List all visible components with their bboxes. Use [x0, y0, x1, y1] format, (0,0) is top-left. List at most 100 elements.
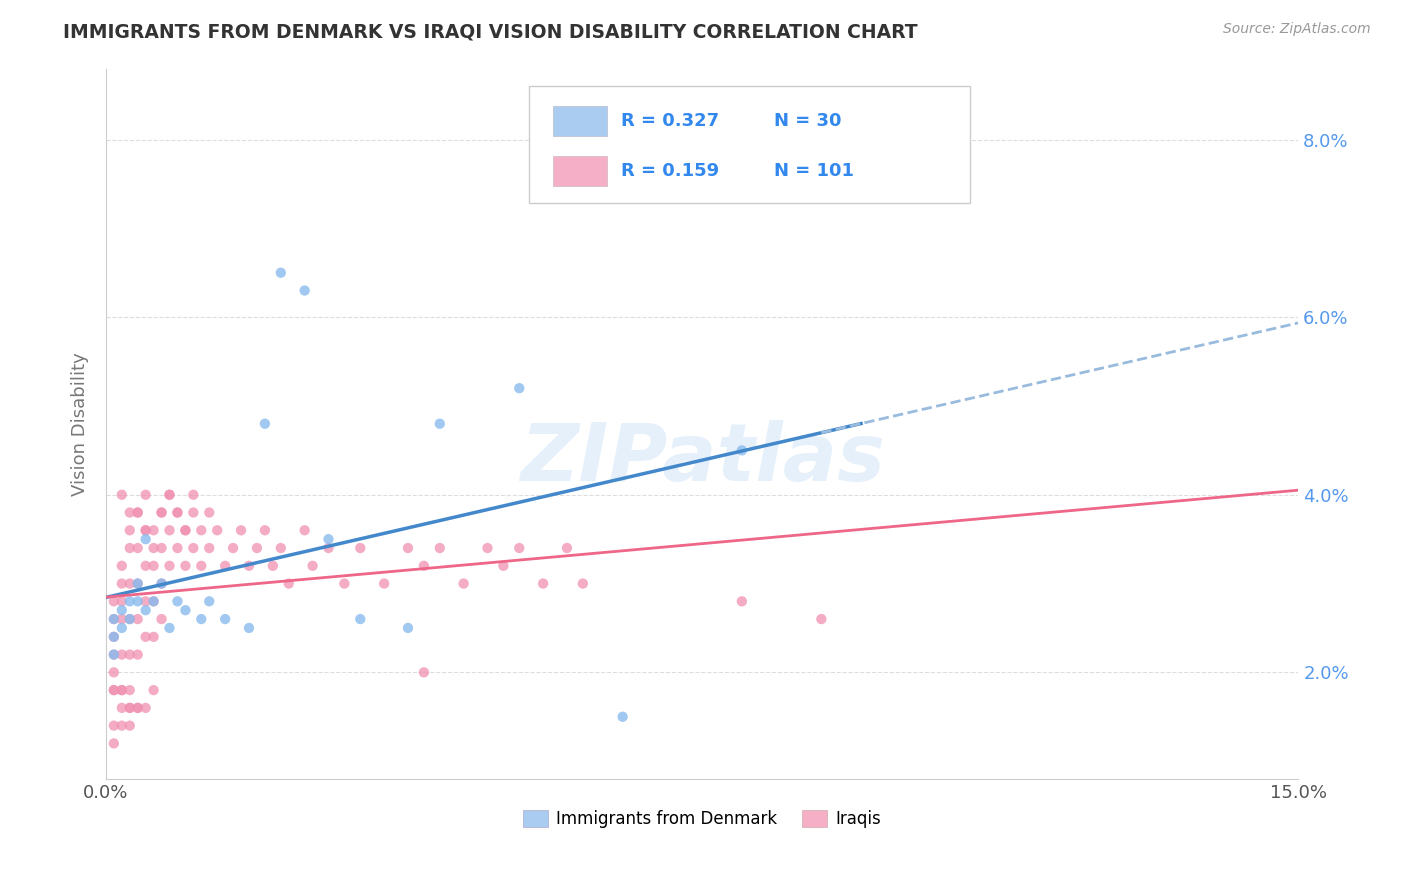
Point — [810, 612, 832, 626]
Legend: Immigrants from Denmark, Iraqis: Immigrants from Denmark, Iraqis — [516, 803, 889, 835]
Point — [111, 621, 134, 635]
Point — [183, 541, 205, 555]
Point — [190, 612, 212, 626]
Point — [118, 648, 141, 662]
FancyBboxPatch shape — [529, 87, 970, 203]
Point — [111, 603, 134, 617]
Point — [214, 612, 236, 626]
Point — [135, 523, 157, 537]
Point — [135, 701, 157, 715]
Point — [508, 381, 530, 395]
Point — [349, 612, 371, 626]
Point — [111, 594, 134, 608]
Point — [118, 612, 141, 626]
Point — [174, 523, 197, 537]
Point — [253, 417, 276, 431]
Point — [103, 612, 125, 626]
Point — [103, 648, 125, 662]
Text: R = 0.159: R = 0.159 — [621, 161, 718, 180]
Point — [190, 558, 212, 573]
Point — [150, 506, 173, 520]
Point — [142, 594, 165, 608]
Point — [103, 612, 125, 626]
Point — [118, 594, 141, 608]
Point — [142, 558, 165, 573]
Point — [127, 594, 149, 608]
Point — [127, 576, 149, 591]
Point — [150, 612, 173, 626]
FancyBboxPatch shape — [553, 106, 607, 136]
Point — [118, 718, 141, 732]
Point — [396, 541, 419, 555]
Point — [183, 488, 205, 502]
Point — [135, 532, 157, 546]
Point — [103, 665, 125, 680]
Point — [103, 648, 125, 662]
Point — [222, 541, 245, 555]
Point — [731, 443, 754, 458]
Point — [135, 488, 157, 502]
Text: IMMIGRANTS FROM DENMARK VS IRAQI VISION DISABILITY CORRELATION CHART: IMMIGRANTS FROM DENMARK VS IRAQI VISION … — [63, 22, 918, 41]
Point — [396, 621, 419, 635]
Point — [159, 621, 181, 635]
Point — [246, 541, 269, 555]
Point — [103, 630, 125, 644]
Point — [150, 541, 173, 555]
Point — [150, 576, 173, 591]
Point — [111, 648, 134, 662]
Point — [412, 665, 434, 680]
Point — [135, 603, 157, 617]
Point — [612, 710, 634, 724]
Point — [127, 701, 149, 715]
Point — [166, 541, 188, 555]
Point — [412, 558, 434, 573]
Point — [238, 558, 260, 573]
Text: R = 0.327: R = 0.327 — [621, 112, 718, 130]
Point — [111, 683, 134, 698]
Point — [142, 630, 165, 644]
Point — [174, 558, 197, 573]
Point — [111, 718, 134, 732]
Point — [174, 523, 197, 537]
Point — [198, 594, 221, 608]
Point — [349, 541, 371, 555]
Point — [270, 541, 292, 555]
Point — [111, 701, 134, 715]
Point — [142, 594, 165, 608]
Point — [103, 630, 125, 644]
Text: N = 101: N = 101 — [773, 161, 853, 180]
Point — [127, 612, 149, 626]
Point — [477, 541, 499, 555]
Point — [555, 541, 578, 555]
Point — [531, 576, 554, 591]
Point — [127, 506, 149, 520]
Point — [111, 488, 134, 502]
Point — [118, 683, 141, 698]
Point — [118, 701, 141, 715]
Point — [142, 683, 165, 698]
Point — [205, 523, 228, 537]
Point — [127, 541, 149, 555]
Point — [159, 523, 181, 537]
Point — [135, 558, 157, 573]
Point — [301, 558, 323, 573]
Point — [127, 701, 149, 715]
Point — [118, 541, 141, 555]
Point — [135, 630, 157, 644]
Point — [142, 541, 165, 555]
Point — [262, 558, 284, 573]
Point — [174, 603, 197, 617]
Point — [103, 683, 125, 698]
Text: Source: ZipAtlas.com: Source: ZipAtlas.com — [1223, 22, 1371, 37]
Point — [103, 594, 125, 608]
Point — [166, 506, 188, 520]
Point — [277, 576, 299, 591]
Point — [294, 523, 316, 537]
Point — [118, 506, 141, 520]
Point — [429, 417, 451, 431]
Point — [270, 266, 292, 280]
Point — [183, 506, 205, 520]
Point — [127, 648, 149, 662]
Point — [127, 506, 149, 520]
Point — [318, 532, 340, 546]
